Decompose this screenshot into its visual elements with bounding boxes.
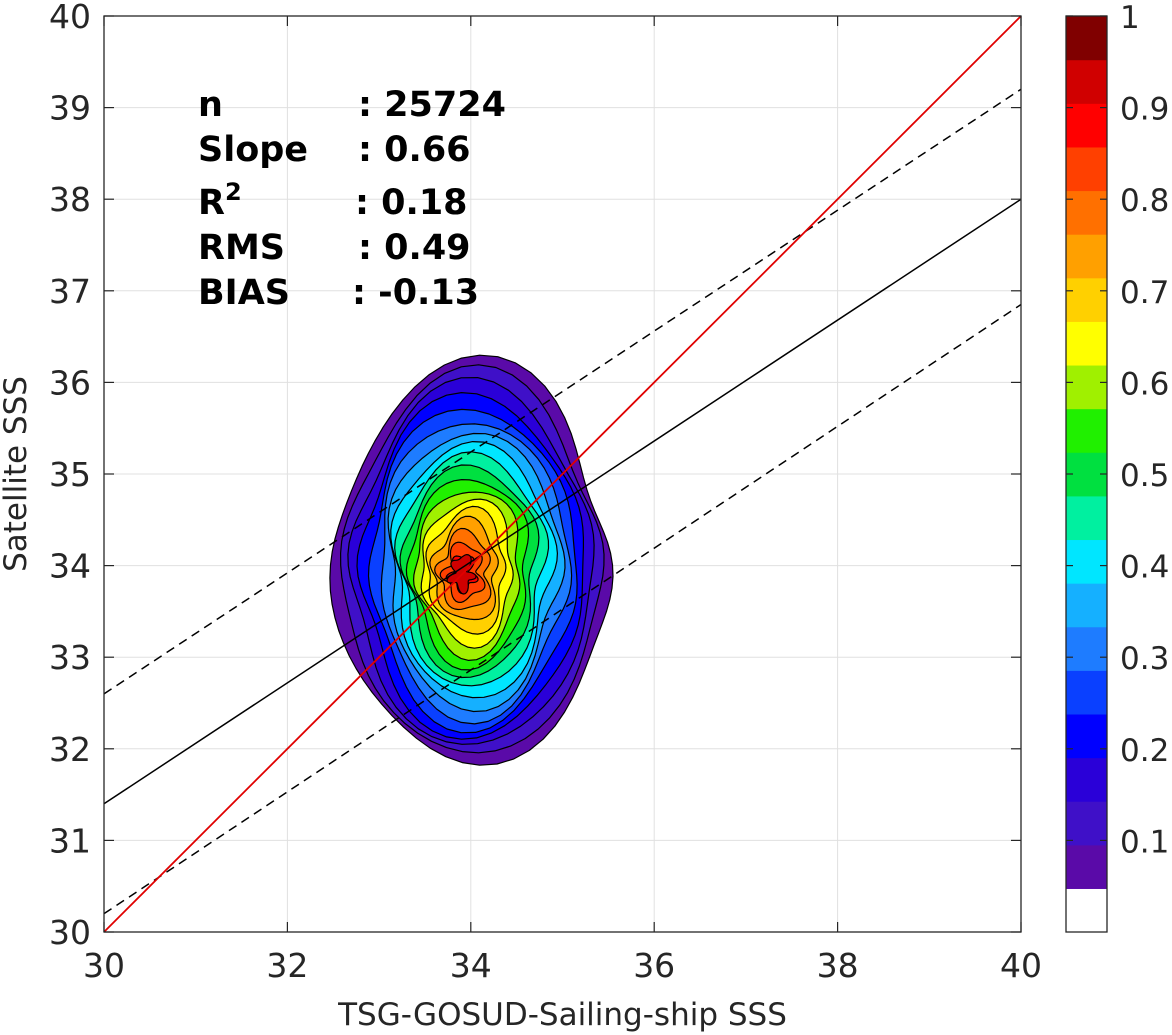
colorbar-segment [1066, 888, 1107, 933]
y-tick-label: 30 [49, 913, 91, 952]
y-tick-label: 32 [49, 730, 91, 769]
y-tick-label: 33 [49, 638, 91, 677]
lower-bound-line [103, 303, 1022, 915]
regression-lines [103, 15, 1022, 933]
y-tick-label: 36 [49, 363, 91, 402]
stat-label: Slope [198, 130, 308, 170]
colorbar-tick-label: 1 [1120, 0, 1140, 36]
density-contours [329, 354, 614, 766]
colorbar-tick-label: 0.2 [1120, 733, 1169, 769]
stat-label: BIAS [198, 273, 290, 313]
stats-annotation: n : 25724 Slope : 0.66 R2 : 0.18 RMS : 0.49 BIAS… [198, 85, 506, 313]
x-tick-label: 30 [83, 946, 125, 985]
axis-ticks: 30 32 34 36 38 40 30 31 32 33 34 35 36 37 38 39 40 [49, 0, 1042, 985]
colorbar-segment [1066, 583, 1107, 628]
y-tick-label: 39 [49, 89, 91, 128]
colorbar-tick-label: 0.8 [1120, 183, 1169, 219]
colorbar-segment [1066, 539, 1107, 584]
colorbar-tick-label: 0.7 [1120, 275, 1169, 311]
fit-line [103, 198, 1022, 805]
x-tick-label: 36 [633, 946, 675, 985]
stat-label: n [198, 85, 223, 125]
colorbar-tick-label: 0.3 [1120, 641, 1169, 677]
colorbar-segment [1066, 757, 1107, 802]
colorbar-tick-label: 0.1 [1120, 824, 1169, 860]
x-tick-label: 32 [266, 946, 308, 985]
colorbar-segment [1066, 16, 1107, 61]
stat-value: : -0.13 [352, 273, 479, 313]
colorbar: 0.1 0.2 0.3 0.4 0.5 0.6 0.7 0.8 0.9 1 [1065, 0, 1169, 933]
y-axis-label: Satellite SSS [0, 376, 34, 572]
colorbar-tick-label: 0.5 [1120, 458, 1169, 494]
stat-value: : 0.49 [358, 228, 471, 268]
colorbar-segment [1066, 713, 1107, 759]
stat-label: RMS [198, 228, 285, 268]
colorbar-segment [1066, 495, 1107, 541]
colorbar-segment [1066, 321, 1107, 366]
colorbar-segment [1066, 146, 1107, 192]
colorbar-segment [1066, 59, 1107, 104]
colorbar-segment [1066, 844, 1107, 889]
y-tick-label: 40 [49, 0, 91, 36]
upper-bound-line [103, 88, 1022, 695]
stat-label: R2 [198, 178, 242, 223]
identity-line [103, 15, 1022, 933]
y-tick-label: 37 [49, 272, 91, 311]
colorbar-tick-label: 0.4 [1120, 550, 1169, 586]
colorbar-tick-label: 0.6 [1120, 366, 1169, 402]
x-tick-label: 38 [817, 946, 859, 985]
colorbar-segment [1066, 626, 1107, 671]
colorbar-segment [1066, 190, 1107, 235]
stat-value: : 0.66 [358, 130, 471, 170]
colorbar-segment [1066, 408, 1107, 453]
colorbar-segment [1066, 801, 1107, 846]
colorbar-segment [1066, 103, 1107, 148]
y-tick-label: 31 [49, 821, 91, 860]
colorbar-segment [1066, 277, 1107, 322]
stat-value: : 0.18 [355, 183, 468, 223]
x-tick-label: 40 [1000, 946, 1042, 985]
x-tick-label: 34 [450, 946, 492, 985]
y-tick-label: 38 [49, 180, 91, 219]
y-tick-label: 35 [49, 455, 91, 494]
x-axis-label: TSG-GOSUD-Sailing-ship SSS [337, 997, 787, 1033]
stat-value: : 25724 [358, 85, 506, 125]
y-tick-label: 34 [49, 547, 91, 586]
colorbar-segment [1066, 234, 1107, 279]
colorbar-tick-label: 0.9 [1120, 92, 1169, 128]
colorbar-segment [1066, 670, 1107, 715]
colorbar-segment [1066, 364, 1107, 410]
